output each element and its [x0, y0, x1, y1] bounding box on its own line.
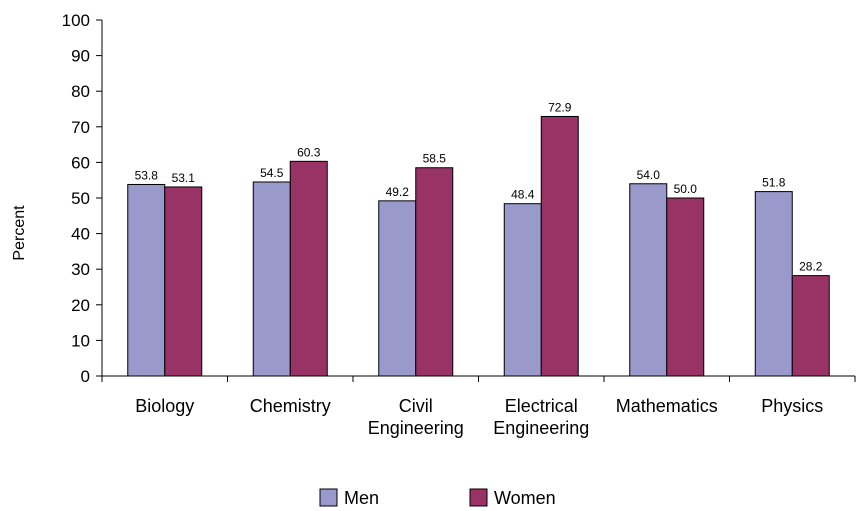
- y-tick-label: 60: [71, 153, 90, 172]
- data-label: 28.2: [799, 260, 823, 274]
- bar-men-electrical-engineering: [503, 203, 542, 377]
- legend: Men Women: [319, 488, 556, 508]
- y-tick-label: 50: [71, 189, 90, 208]
- y-ticks: 0 10 20 30 40 50 60 70 80 90 100: [62, 11, 102, 386]
- data-label: 53.1: [172, 171, 196, 185]
- bar-men-civil-engineering: [378, 200, 417, 377]
- legend-label: Women: [494, 488, 556, 508]
- bar-women-electrical-engineering: [540, 115, 579, 377]
- y-tick-label: 100: [62, 11, 90, 30]
- bar-women-physics: [791, 275, 830, 377]
- x-tick-label: Electrical Engineering: [493, 396, 589, 438]
- data-label: 50.0: [674, 182, 698, 196]
- bar-men-physics: [754, 191, 793, 377]
- y-tick-label: 10: [71, 331, 90, 350]
- y-tick-label: 30: [71, 260, 90, 279]
- data-label: 51.8: [762, 176, 786, 190]
- y-tick-label: 40: [71, 225, 90, 244]
- y-tick-label: 80: [71, 82, 90, 101]
- data-label: 54.0: [637, 168, 661, 182]
- x-tick-label: Biology: [135, 396, 194, 416]
- y-tick-label: 0: [81, 367, 90, 386]
- legend-item-men: Men: [319, 488, 379, 508]
- bar-women-mathematics: [666, 197, 705, 377]
- data-label: 49.2: [386, 185, 410, 199]
- x-tick-label: Physics: [761, 396, 823, 416]
- data-label: 54.5: [260, 166, 284, 180]
- category-labels: Biology Chemistry Civil Engineering Electric…: [135, 396, 823, 438]
- data-label: 48.4: [511, 188, 535, 202]
- bar-women-biology: [164, 186, 203, 377]
- y-tick-label: 70: [71, 118, 90, 137]
- legend-label: Men: [344, 488, 379, 508]
- bars: [127, 115, 830, 377]
- y-tick-label: 90: [71, 47, 90, 66]
- bar-men-biology: [127, 183, 166, 377]
- axes: [101, 20, 856, 382]
- x-tick-label: Mathematics: [616, 396, 718, 416]
- value-labels: 53.8 53.1 54.5 60.3 49.2 58.5 48.4 72.9 54.0 50.0…: [135, 100, 823, 273]
- y-axis-label: Percent: [11, 205, 28, 261]
- y-tick-label: 20: [71, 296, 90, 315]
- legend-swatch: [469, 488, 488, 507]
- bar-women-chemistry: [289, 160, 328, 377]
- data-label: 58.5: [423, 152, 447, 166]
- bar-men-chemistry: [252, 181, 291, 377]
- bar-men-mathematics: [629, 183, 668, 377]
- x-tick-label: Chemistry: [250, 396, 331, 416]
- x-tick-label: Civil Engineering: [368, 396, 464, 438]
- data-label: 72.9: [548, 100, 572, 114]
- bar-women-civil-engineering: [415, 167, 454, 377]
- legend-item-women: Women: [469, 488, 556, 508]
- data-label: 60.3: [297, 145, 321, 159]
- data-label: 53.8: [135, 168, 159, 182]
- legend-swatch: [319, 488, 338, 507]
